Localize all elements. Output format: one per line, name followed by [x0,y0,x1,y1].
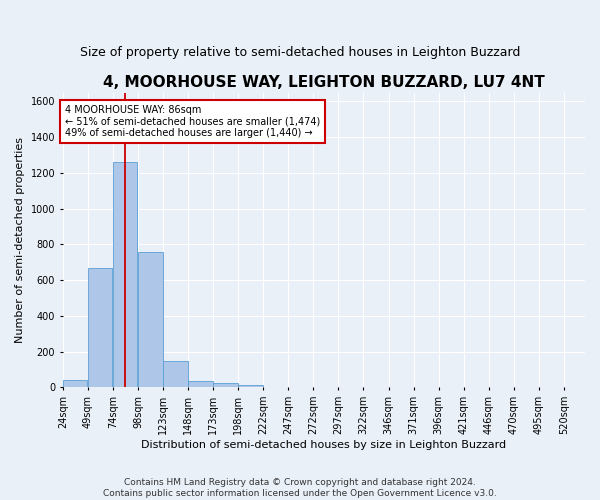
Bar [113,162,137,388]
X-axis label: Distribution of semi-detached houses by size in Leighton Buzzard: Distribution of semi-detached houses by … [142,440,506,450]
Text: Size of property relative to semi-detached houses in Leighton Buzzard: Size of property relative to semi-detach… [80,46,520,59]
Title: 4, MOORHOUSE WAY, LEIGHTON BUZZARD, LU7 4NT: 4, MOORHOUSE WAY, LEIGHTON BUZZARD, LU7 … [103,75,545,90]
Bar [88,268,112,388]
Y-axis label: Number of semi-detached properties: Number of semi-detached properties [15,137,25,343]
Bar [188,381,212,388]
Bar [138,252,163,388]
Bar [213,384,238,388]
Text: 4 MOORHOUSE WAY: 86sqm
← 51% of semi-detached houses are smaller (1,474)
49% of : 4 MOORHOUSE WAY: 86sqm ← 51% of semi-det… [65,105,320,138]
Bar [238,385,263,388]
Text: Contains HM Land Registry data © Crown copyright and database right 2024.
Contai: Contains HM Land Registry data © Crown c… [103,478,497,498]
Bar [63,380,88,388]
Bar [163,360,188,388]
